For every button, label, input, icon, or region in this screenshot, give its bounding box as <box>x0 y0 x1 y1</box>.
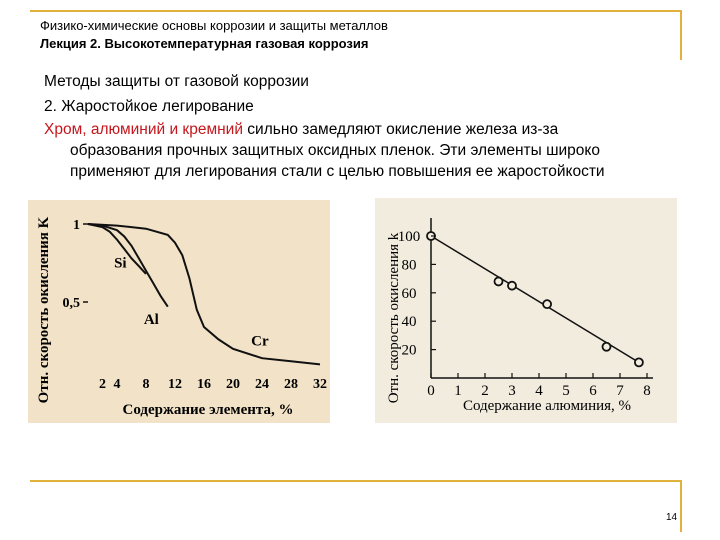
series-label-si: Si <box>114 256 127 272</box>
x-tick-label: 5 <box>562 383 570 399</box>
x-tick-label: 8 <box>143 377 150 392</box>
x-tick-label: 2 <box>99 377 106 392</box>
right-y-axis-label: Отн. скорость окисления k <box>386 232 402 403</box>
paragraph-line-1-rest: сильно замедляют окисление железа из-за <box>242 121 559 138</box>
data-point <box>507 280 517 291</box>
subsection-heading: 2. Жаростойкое легирование <box>44 98 254 115</box>
x-tick-label: 20 <box>226 377 240 392</box>
chart-right-svg: 0 1 2 3 4 5 6 7 8 20 40 60 80 100 Содержание алюмини… <box>386 218 653 414</box>
paragraph-line-1: Хром, алюминий и кремний сильно замедляю… <box>44 120 558 140</box>
x-tick-label: 7 <box>616 383 624 399</box>
y-tick-label: 0,5 <box>63 296 81 311</box>
x-tick-label: 0 <box>427 383 435 399</box>
paragraph-line-2: образования прочных защитных оксидных пл… <box>70 142 600 159</box>
series-label-cr: Cr <box>251 334 269 350</box>
x-tick-label: 4 <box>114 377 121 392</box>
data-point <box>542 299 553 310</box>
page-number: 14 <box>666 512 678 523</box>
data-point <box>493 276 504 287</box>
y-tick-label: 20 <box>402 343 417 359</box>
chart-left-svg: Si Al Cr 2 4 8 12 16 20 24 28 32 1 0,5 Содержание э… <box>36 216 327 418</box>
footer-frame <box>30 480 682 532</box>
x-tick-label: 32 <box>313 377 327 392</box>
oxidation-rate-by-element-chart: Si Al Cr 2 4 8 12 16 20 24 28 32 1 0,5 Содержание э… <box>28 200 330 423</box>
y-tick-label: 60 <box>402 286 417 302</box>
highlighted-elements: Хром, алюминий и кремний <box>44 121 243 138</box>
header-frame <box>30 10 682 60</box>
x-tick-label: 1 <box>454 383 462 399</box>
paragraph-line-3: применяют для легирования стали с целью … <box>70 163 605 180</box>
x-tick-label: 24 <box>255 377 269 392</box>
x-tick-label: 28 <box>284 377 298 392</box>
data-point <box>633 357 644 368</box>
y-tick-label: 80 <box>402 257 417 273</box>
y-tick-label: 100 <box>398 229 421 245</box>
trend-line <box>430 235 640 364</box>
x-tick-label: 8 <box>643 383 651 399</box>
x-tick-label: 2 <box>481 383 489 399</box>
y-tick-label: 40 <box>402 314 417 330</box>
aluminium-oxidation-chart: 0 1 2 3 4 5 6 7 8 20 40 60 80 100 Содержание алюмини… <box>375 198 677 423</box>
lecture-title: Лекция 2. Высокотемпературная газовая ко… <box>40 36 369 51</box>
left-y-axis-label: Отн. скорость окисления K <box>36 216 52 403</box>
y-tick-label: 1 <box>73 218 80 233</box>
x-tick-label: 12 <box>168 377 182 392</box>
data-point <box>601 341 612 352</box>
series-label-al: Al <box>144 312 159 328</box>
section-heading: Методы защиты от газовой коррозии <box>44 73 309 90</box>
x-tick-label: 4 <box>535 383 543 399</box>
course-subtitle: Физико-химические основы коррозии и защи… <box>40 18 388 33</box>
series-line-cr <box>87 223 321 366</box>
right-x-axis-label: Содержание алюминия, % <box>463 398 631 414</box>
x-tick-label: 3 <box>508 383 516 399</box>
series-line-si <box>87 223 147 275</box>
x-tick-label: 16 <box>197 377 211 392</box>
series-line-al <box>87 223 169 308</box>
x-tick-label: 6 <box>589 383 597 399</box>
left-x-axis-label: Содержание элемента, % <box>123 402 294 418</box>
